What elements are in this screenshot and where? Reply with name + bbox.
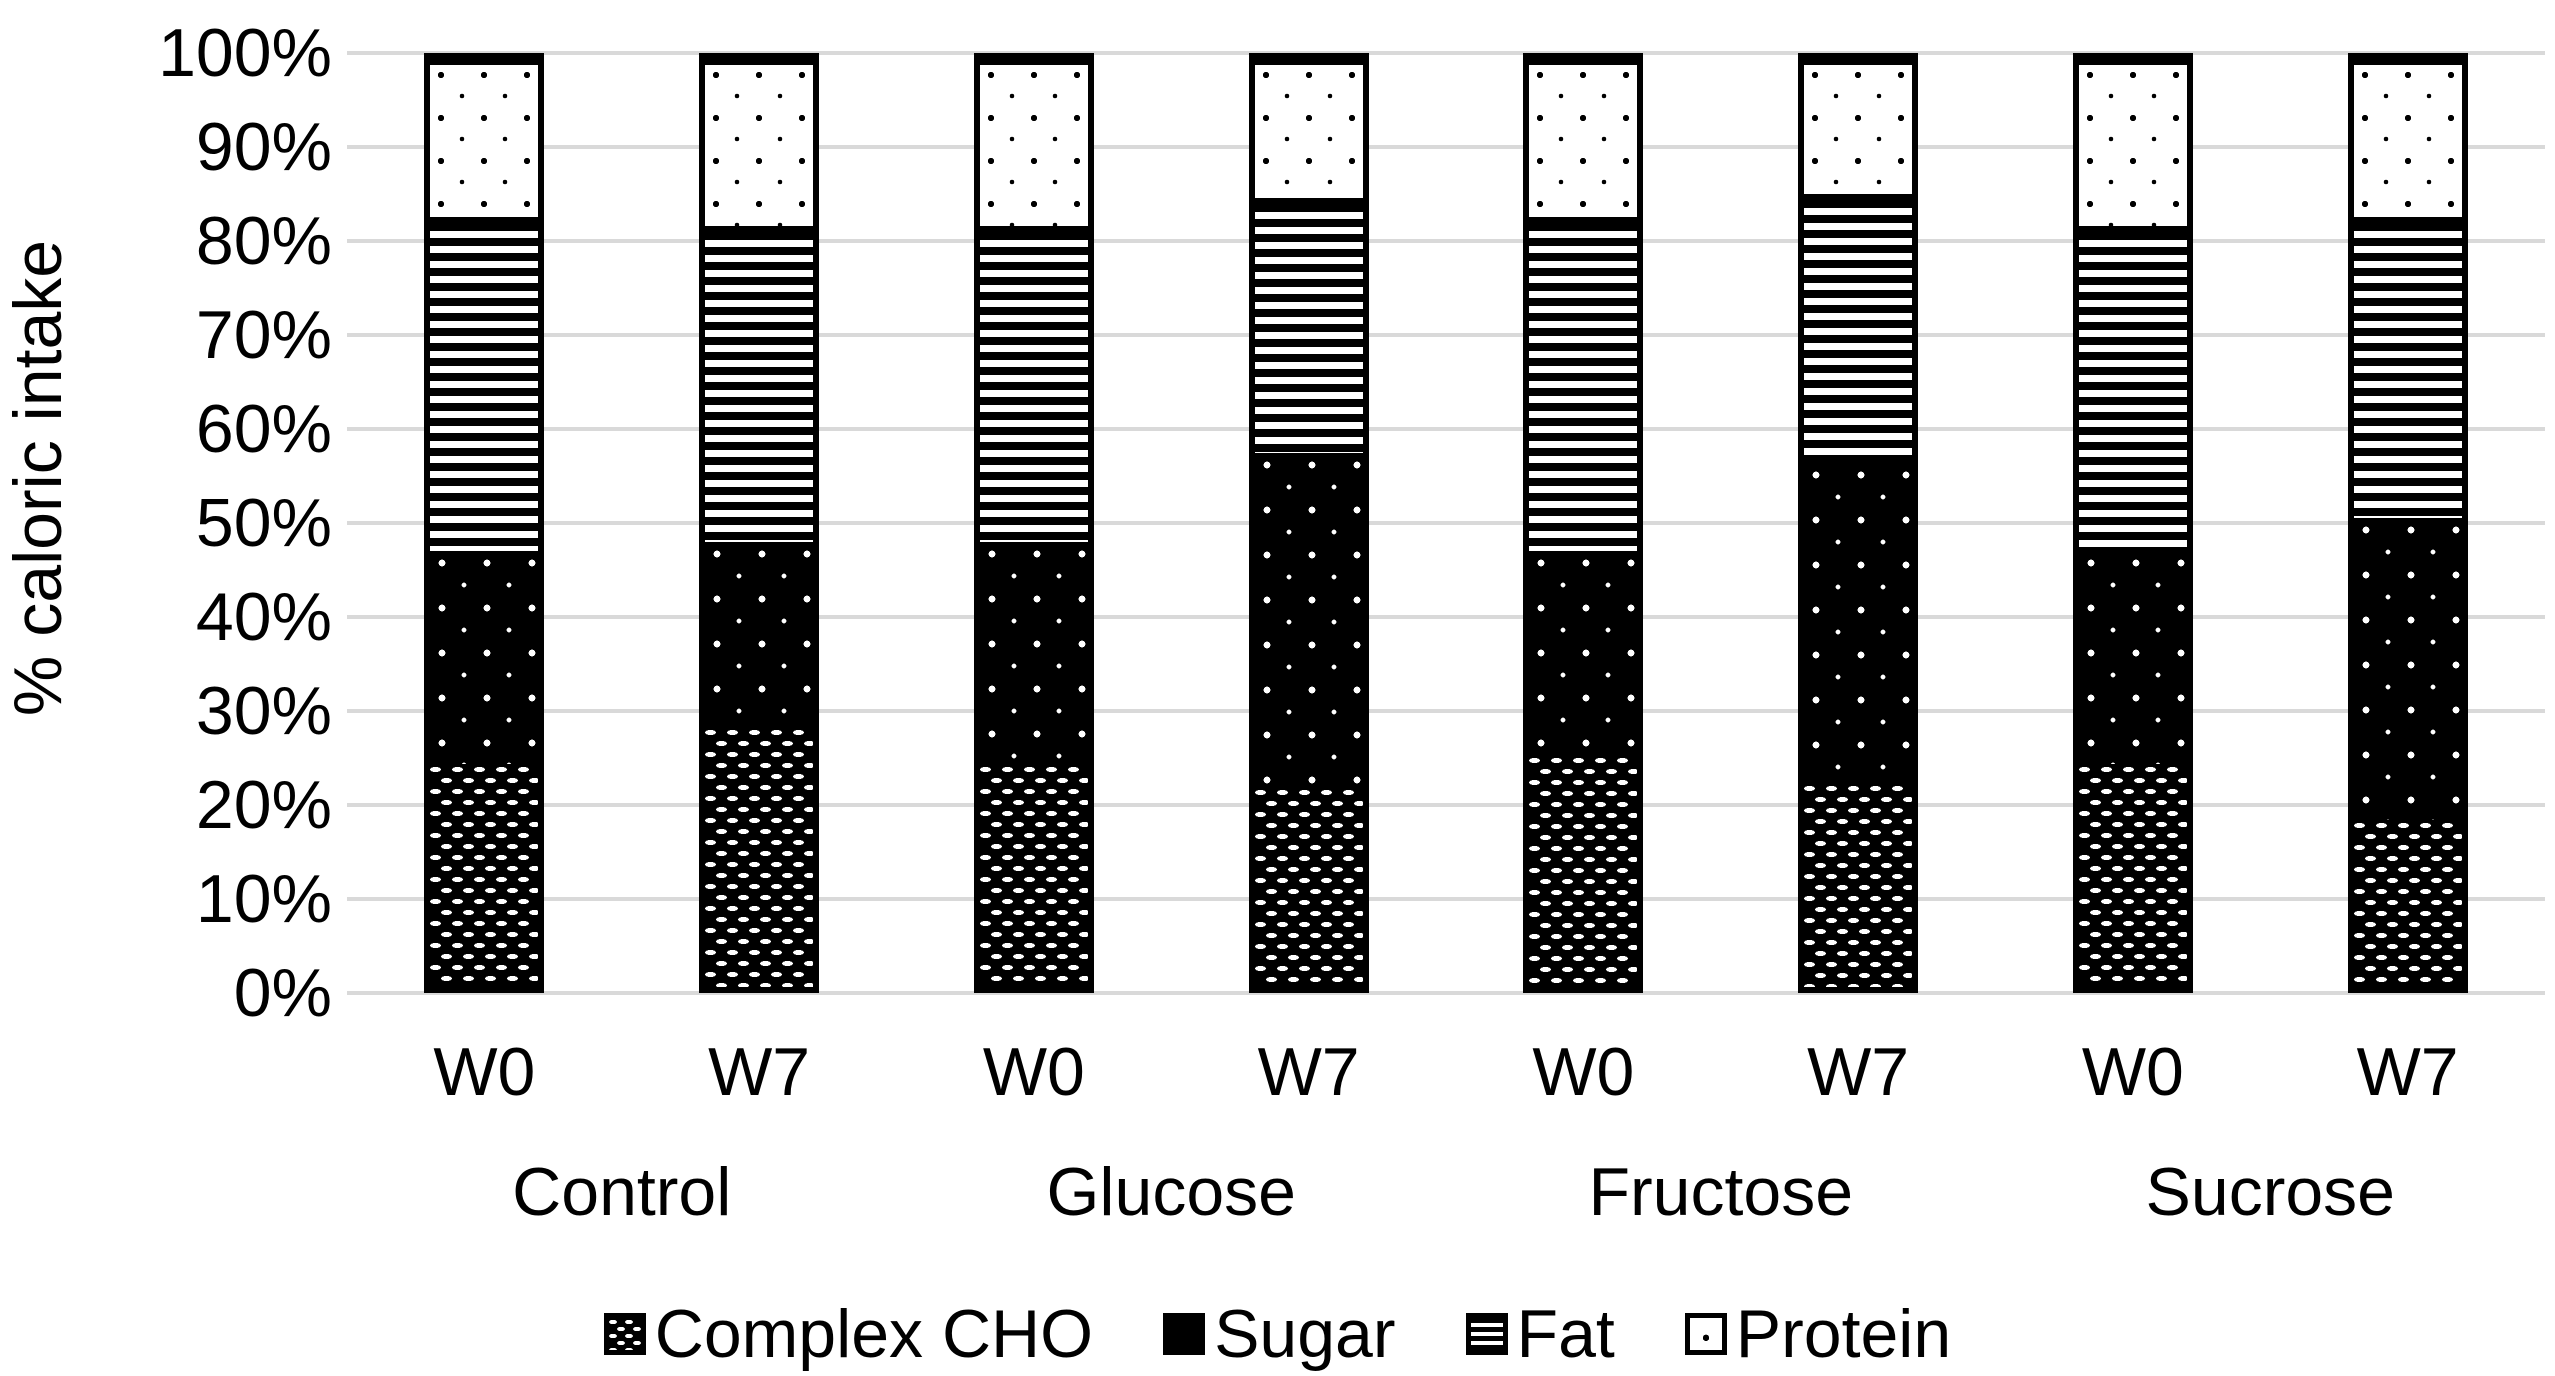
bar-segment-sugar [1529, 550, 1638, 755]
gridline [347, 709, 2545, 713]
bar-segment-sugar [1804, 462, 1913, 783]
bar-segment-cho [2353, 819, 2462, 987]
y-tick-label: 30% [195, 673, 332, 749]
y-tick-label: 40% [195, 579, 332, 655]
gridline [347, 991, 2545, 995]
bar-segment-protein [2353, 59, 2462, 217]
bar-segment-sugar [2353, 518, 2462, 820]
y-tick-label: 80% [195, 203, 332, 279]
gridline [347, 333, 2545, 337]
gridline [347, 615, 2545, 619]
x-tick-label: W0 [433, 1034, 536, 1110]
legend-label: Sugar [1214, 1296, 1396, 1372]
legend-label: Protein [1735, 1296, 1952, 1372]
bar-segment-fat [1529, 216, 1638, 551]
x-tick-label: W0 [982, 1034, 1085, 1110]
gridline [347, 427, 2545, 431]
x-tick-label: W7 [708, 1034, 811, 1110]
x-tick-label: W7 [1807, 1034, 1910, 1110]
bar-glucose-w0 [973, 53, 1094, 993]
bar-control-w0 [424, 53, 545, 993]
gridline [347, 51, 2545, 55]
chart-legend: Complex CHO Sugar Fat Protein [0, 1296, 2555, 1372]
bar-segment-protein [2078, 59, 2187, 227]
bar-segment-sugar [2078, 550, 2187, 765]
group-label-control: Control [512, 1154, 732, 1230]
bar-segment-cho [2078, 764, 2187, 987]
bar-segment-fat [2078, 226, 2187, 551]
bar-segment-sugar [1254, 453, 1363, 788]
bar-segment-cho [1254, 787, 1363, 987]
y-tick-label: 90% [195, 109, 332, 185]
bar-segment-fat [979, 226, 1088, 542]
bar-sucrose-w7 [2347, 53, 2468, 993]
bar-segment-cho [430, 764, 539, 987]
bar-segment-fat [705, 226, 814, 542]
group-label-glucose: Glucose [1046, 1154, 1296, 1230]
x-tick-label: W7 [1257, 1034, 1360, 1110]
legend-item-protein: Protein [1684, 1296, 1952, 1372]
bar-fructose-w7 [1798, 53, 1919, 993]
x-tick-label: W7 [2356, 1034, 2459, 1110]
bar-glucose-w7 [1248, 53, 1369, 993]
x-tick-label: W0 [1532, 1034, 1635, 1110]
legend-item-sugar: Sugar [1163, 1296, 1396, 1372]
legend-swatch-fat-icon [1465, 1313, 1508, 1355]
y-tick-label: 10% [195, 861, 332, 937]
bar-control-w7 [699, 53, 820, 993]
y-tick-label: 20% [195, 767, 332, 843]
gridline [347, 803, 2545, 807]
legend-swatch-protein-icon [1684, 1313, 1727, 1355]
y-tick-label: 50% [195, 485, 332, 561]
bar-segment-protein [1529, 59, 1638, 217]
legend-item-fat: Fat [1465, 1296, 1615, 1372]
bar-segment-cho [705, 727, 814, 987]
legend-item-cho: Complex CHO [603, 1296, 1094, 1372]
bar-segment-protein [705, 59, 814, 227]
legend-swatch-sugar-icon [1163, 1313, 1206, 1355]
legend-label: Fat [1516, 1296, 1615, 1372]
gridline [347, 239, 2545, 243]
legend-swatch-cho-icon [603, 1313, 646, 1355]
bar-fructose-w0 [1523, 53, 1644, 993]
group-label-sucrose: Sucrose [2145, 1154, 2395, 1230]
bar-segment-fat [1804, 193, 1913, 463]
bar-segment-fat [430, 216, 539, 551]
bar-segment-protein [1804, 59, 1913, 194]
plot-area [347, 51, 2545, 995]
bar-segment-sugar [979, 541, 1088, 765]
bar-segment-sugar [705, 541, 814, 728]
x-tick-label: W0 [2081, 1034, 2184, 1110]
y-tick-label: 100% [158, 15, 332, 91]
gridline [347, 897, 2545, 901]
bar-segment-cho [979, 764, 1088, 987]
bar-segment-cho [1804, 782, 1913, 987]
bar-segment-protein [979, 59, 1088, 227]
legend-label: Complex CHO [654, 1296, 1094, 1372]
bar-segment-protein [1254, 59, 1363, 199]
gridline [347, 521, 2545, 525]
bar-segment-sugar [430, 550, 539, 765]
bar-segment-protein [430, 59, 539, 217]
bar-segment-fat [2353, 216, 2462, 519]
y-tick-label: 70% [195, 297, 332, 373]
group-label-fructose: Fructose [1588, 1154, 1854, 1230]
bar-sucrose-w0 [2072, 53, 2193, 993]
gridline [347, 145, 2545, 149]
bar-segment-cho [1529, 754, 1638, 987]
y-tick-label: 0% [233, 955, 332, 1031]
y-tick-label: 60% [195, 391, 332, 467]
bar-segment-fat [1254, 198, 1363, 454]
